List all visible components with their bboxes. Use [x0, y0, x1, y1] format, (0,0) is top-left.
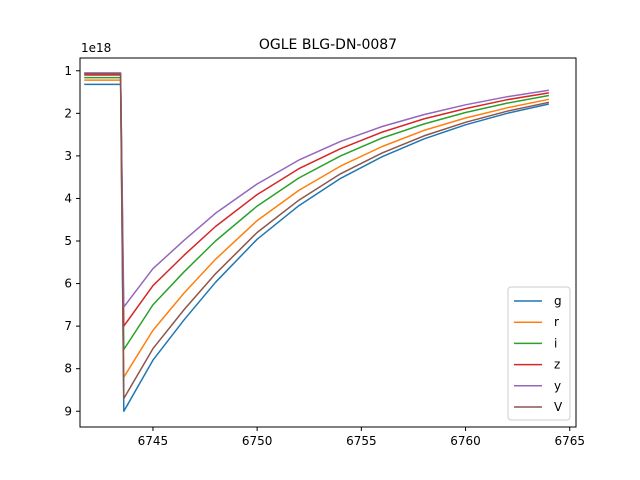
legend-box [507, 286, 571, 421]
x-tick-label: 6760 [450, 434, 481, 448]
y-tick-label: 2 [64, 106, 72, 120]
legend-label-y: y [554, 379, 561, 393]
legend-label-g: g [554, 294, 562, 308]
series-line-r [84, 79, 550, 378]
x-tick-label: 6745 [138, 434, 169, 448]
chart-title: OGLE BLG-DN-0087 [259, 37, 397, 53]
y-axis-offset-label: 1e18 [81, 41, 111, 55]
x-tick-label: 6765 [554, 434, 585, 448]
y-tick-label: 5 [64, 234, 72, 248]
series-line-y [84, 72, 550, 308]
x-tick-label: 6755 [346, 434, 377, 448]
y-tick-label: 1 [64, 64, 72, 78]
y-tick-label: 6 [64, 277, 72, 291]
series-line-V [84, 72, 550, 400]
series-line-z [84, 74, 550, 327]
series-line-i [84, 76, 550, 351]
legend-label-z: z [554, 358, 560, 372]
legend-label-V: V [554, 400, 563, 414]
y-tick-label: 7 [64, 319, 72, 333]
y-tick-label: 3 [64, 149, 72, 163]
legend-label-r: r [554, 315, 559, 329]
axes: 6745 6750 6755 6760 6765 1 2 3 4 5 6 7 8 9 [64, 64, 585, 448]
y-tick-label: 4 [64, 191, 72, 205]
plot-frame [79, 57, 577, 428]
legend-label-i: i [554, 336, 557, 350]
y-tick-label: 9 [64, 404, 72, 418]
series-line-g [84, 83, 550, 413]
plot-area [84, 72, 550, 413]
x-tick-label: 6750 [242, 434, 273, 448]
y-tick-label: 8 [64, 362, 72, 376]
